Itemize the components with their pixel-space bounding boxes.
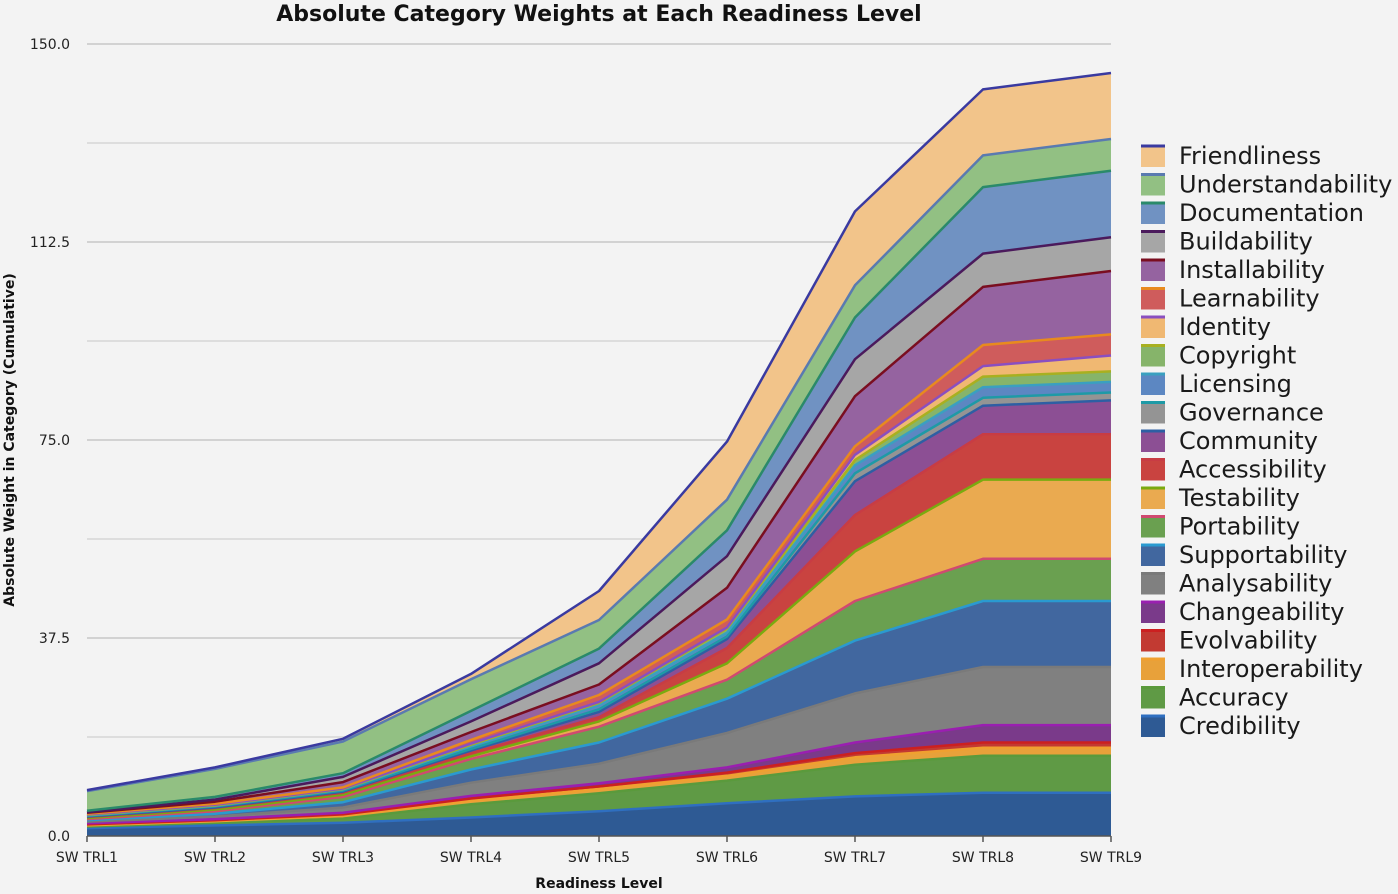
legend-swatch [1141, 202, 1165, 224]
legend-swatch [1141, 287, 1165, 310]
y-tick-label: 37.5 [39, 631, 70, 647]
x-tick-label: SW TRL3 [312, 850, 374, 866]
legend-label: Accessibility [1179, 456, 1327, 484]
series-line-buildability [86, 235, 1112, 814]
legend-swatch [1141, 601, 1165, 623]
legend-swatch [1141, 316, 1165, 338]
series-line-portability [86, 557, 1111, 821]
legend-label: Understandability [1179, 171, 1392, 199]
legend-swatch [1141, 572, 1165, 595]
legend-swatch [1141, 515, 1165, 538]
legend-label: Testability [1178, 484, 1300, 512]
area-installability [87, 271, 1111, 814]
legend-label: Governance [1179, 399, 1324, 427]
x-tick-label: SW TRL8 [952, 850, 1014, 866]
x-tick-label: SW TRL5 [568, 850, 630, 866]
series-line-documentation [86, 169, 1112, 812]
series-line-understandability [86, 137, 1112, 793]
area-accessibility [87, 434, 1111, 818]
series-line-friendliness [86, 71, 1112, 792]
legend-label: Learnability [1179, 285, 1320, 313]
series-line-accuracy [86, 754, 1111, 828]
legend: FriendlinessUnderstandabilityDocumentati… [1141, 142, 1392, 740]
legend-label: Accuracy [1179, 684, 1289, 712]
area-community [87, 400, 1111, 817]
legend-label: Licensing [1179, 370, 1292, 398]
legend-swatch [1141, 658, 1165, 680]
chart-title: Absolute Category Weights at Each Readin… [276, 2, 921, 27]
area-credibility [87, 792, 1111, 836]
legend-label: Copyright [1179, 342, 1296, 370]
x-tick-label: SW TRL7 [824, 850, 886, 866]
legend-label: Buildability [1179, 228, 1313, 256]
legend-label: Portability [1179, 513, 1300, 541]
area-buildability [87, 237, 1111, 813]
legend-label: Evolvability [1179, 627, 1317, 655]
y-tick-label: 0.0 [48, 829, 70, 845]
x-tick-label: SW TRL9 [1080, 850, 1142, 866]
series-line-changeability [86, 723, 1111, 825]
legend-swatch [1141, 686, 1165, 709]
y-tick-label: 150.0 [30, 37, 70, 53]
legend-swatch [1141, 230, 1165, 253]
axes: 0.0 37.5 75.0 112.5 150.0 SW TRL1 SW TRL2 SW TR… [30, 37, 1142, 866]
y-axis-title: Absolute Weight in Category (Cumulative) [2, 273, 18, 606]
series-line-credibility [86, 791, 1111, 830]
series-line-supportability [86, 599, 1111, 822]
grid [87, 43, 1111, 738]
legend-label: Installability [1179, 256, 1325, 284]
legend-label: Identity [1179, 313, 1271, 341]
series-line-learnability [86, 333, 1112, 816]
legend-swatch [1141, 173, 1165, 196]
legend-swatch [1141, 344, 1165, 367]
legend-swatch [1141, 544, 1165, 566]
plot-area [86, 71, 1112, 836]
x-tick-label: SW TRL1 [56, 850, 118, 866]
area-supportability [87, 601, 1111, 822]
legend-swatch [1141, 487, 1165, 509]
legend-swatch [1141, 458, 1165, 481]
legend-swatch [1141, 715, 1165, 737]
area-testability [87, 479, 1111, 820]
legend-label: Changeability [1179, 598, 1344, 626]
legend-label: Interoperability [1179, 655, 1363, 683]
y-tick-label: 112.5 [30, 235, 70, 251]
legend-swatch [1141, 259, 1165, 281]
legend-label: Documentation [1179, 199, 1364, 227]
legend-swatch [1141, 401, 1165, 424]
legend-label: Credibility [1179, 712, 1301, 740]
series-line-testability [86, 478, 1111, 820]
legend-swatch [1141, 629, 1165, 652]
legend-label: Community [1179, 427, 1318, 455]
legend-label: Friendliness [1179, 142, 1321, 170]
area-analysability [87, 667, 1111, 824]
series-line-analysability [86, 665, 1111, 823]
x-tick-label: SW TRL2 [184, 850, 246, 866]
area-friendliness [87, 73, 1111, 792]
x-tick-label: SW TRL4 [440, 850, 502, 866]
area-accuracy [87, 755, 1111, 829]
y-tick-label: 75.0 [39, 433, 70, 449]
series-line-installability [86, 269, 1112, 815]
legend-swatch [1141, 373, 1165, 395]
x-tick-label: SW TRL6 [696, 850, 758, 866]
area-changeability [87, 725, 1111, 825]
area-understandability [87, 139, 1111, 811]
area-documentation [87, 170, 1111, 813]
x-axis-title: Readiness Level [535, 876, 662, 890]
area-portability [87, 558, 1111, 821]
series-line-evolvability [86, 741, 1111, 826]
legend-label: Analysability [1179, 570, 1332, 598]
legend-label: Supportability [1179, 541, 1347, 569]
legend-swatch [1141, 430, 1165, 452]
legend-swatch [1141, 145, 1165, 167]
